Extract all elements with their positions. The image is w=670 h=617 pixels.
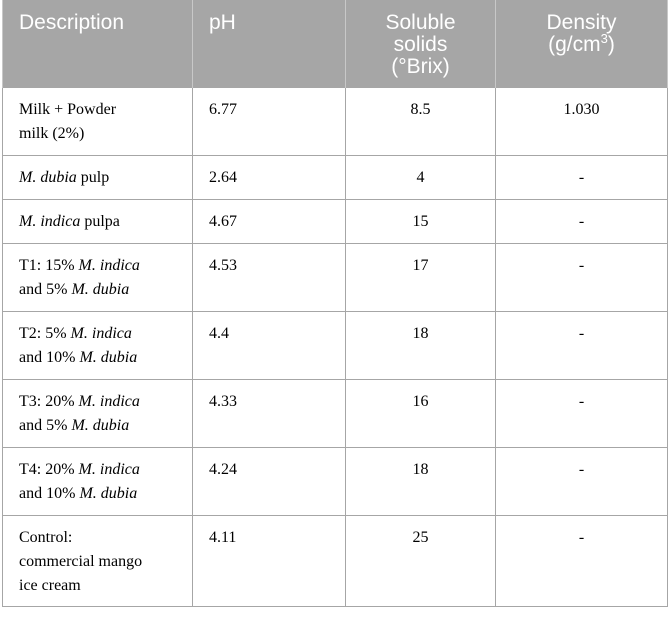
table-row: Milk + Powder milk (2%) 6.77 8.5 1.030 — [2, 87, 668, 156]
cell-ph: 2.64 — [192, 155, 346, 200]
species-name: M. indica — [78, 461, 140, 478]
table-row: T4: 20% M. indica and 10% M. dubia 4.24 … — [2, 447, 668, 516]
cell-ph: 4.53 — [192, 243, 346, 312]
species-name: M. indica — [19, 213, 81, 230]
cell-description: T2: 5% M. indica and 10% M. dubia — [2, 311, 193, 380]
cell-density: - — [495, 243, 668, 312]
cell-text: T2: 5% — [19, 325, 71, 342]
species-name: M. indica — [78, 257, 140, 274]
cell-text: Control: — [19, 529, 73, 546]
species-name: M. dubia — [71, 417, 130, 434]
table-row: T3: 20% M. indica and 5% M. dubia 4.33 1… — [2, 379, 668, 448]
cell-text: ice cream — [19, 577, 81, 594]
cell-text: pulp — [76, 169, 110, 186]
cell-brix: 17 — [345, 243, 496, 312]
header-row: Description pH Soluble solids (°Brix) De… — [2, 0, 668, 88]
header-soluble-line2: solids — [393, 33, 448, 56]
species-name: M. indica — [70, 325, 132, 342]
cell-ph: 4.24 — [192, 447, 346, 516]
cell-description: T4: 20% M. indica and 10% M. dubia — [2, 447, 193, 516]
header-density-exponent: 3 — [600, 31, 608, 46]
cell-text: pulpa — [80, 213, 120, 230]
cell-text: and 5% — [19, 417, 72, 434]
table-row: Control: commercial mango ice cream 4.11… — [2, 515, 668, 607]
cell-ph: 6.77 — [192, 87, 346, 156]
table-row: T1: 15% M. indica and 5% M. dubia 4.53 1… — [2, 243, 668, 312]
header-soluble-line3: (°Brix) — [391, 55, 450, 78]
cell-text: Milk + Powder — [19, 101, 117, 118]
table-header: Description pH Soluble solids (°Brix) De… — [2, 0, 668, 88]
cell-brix: 4 — [345, 155, 496, 200]
cell-ph: 4.4 — [192, 311, 346, 380]
header-soluble-solids: Soluble solids (°Brix) — [345, 0, 496, 88]
table-row: M. dubia pulp 2.64 4 - — [2, 155, 668, 200]
header-density: Density (g/cm3) — [495, 0, 668, 88]
species-name: M. dubia — [79, 349, 138, 366]
cell-brix: 16 — [345, 379, 496, 448]
cell-density: - — [495, 379, 668, 448]
cell-description: Control: commercial mango ice cream — [2, 515, 193, 607]
cell-description: T3: 20% M. indica and 5% M. dubia — [2, 379, 193, 448]
cell-text: and 10% — [19, 485, 80, 502]
cell-text: T1: 15% — [19, 257, 79, 274]
cell-density: - — [495, 515, 668, 607]
header-soluble-line1: Soluble — [385, 11, 456, 34]
data-table: Description pH Soluble solids (°Brix) De… — [2, 0, 668, 607]
cell-brix: 18 — [345, 311, 496, 380]
species-name: M. dubia — [79, 485, 138, 502]
cell-brix: 8.5 — [345, 87, 496, 156]
cell-brix: 15 — [345, 199, 496, 244]
header-density-unit-close: ) — [607, 33, 615, 56]
cell-ph: 4.11 — [192, 515, 346, 607]
cell-description: Milk + Powder milk (2%) — [2, 87, 193, 156]
cell-brix: 18 — [345, 447, 496, 516]
table-row: T2: 5% M. indica and 10% M. dubia 4.4 18… — [2, 311, 668, 380]
table-row: M. indica pulpa 4.67 15 - — [2, 199, 668, 244]
cell-density: 1.030 — [495, 87, 668, 156]
cell-density: - — [495, 155, 668, 200]
cell-text: and 5% — [19, 281, 72, 298]
species-name: M. indica — [78, 393, 140, 410]
cell-density: - — [495, 447, 668, 516]
species-name: M. dubia — [71, 281, 130, 298]
header-density-unit: (g/cm — [548, 33, 601, 56]
cell-density: - — [495, 199, 668, 244]
cell-description: T1: 15% M. indica and 5% M. dubia — [2, 243, 193, 312]
species-name: M. dubia — [19, 169, 77, 186]
cell-density: - — [495, 311, 668, 380]
cell-text: commercial mango — [19, 553, 143, 570]
cell-text: T4: 20% — [19, 461, 79, 478]
header-ph-text: pH — [209, 11, 236, 34]
header-description: Description — [2, 0, 193, 88]
cell-text: and 10% — [19, 349, 80, 366]
cell-text: milk (2%) — [19, 125, 85, 142]
cell-description: M. dubia pulp — [2, 155, 193, 200]
cell-description: M. indica pulpa — [2, 199, 193, 244]
header-description-text: Description — [19, 11, 125, 34]
cell-text: T3: 20% — [19, 393, 79, 410]
cell-ph: 4.33 — [192, 379, 346, 448]
cell-ph: 4.67 — [192, 199, 346, 244]
header-ph: pH — [192, 0, 346, 88]
cell-brix: 25 — [345, 515, 496, 607]
table-body: Milk + Powder milk (2%) 6.77 8.5 1.030 M… — [2, 87, 668, 607]
header-density-line1: Density — [546, 11, 617, 34]
